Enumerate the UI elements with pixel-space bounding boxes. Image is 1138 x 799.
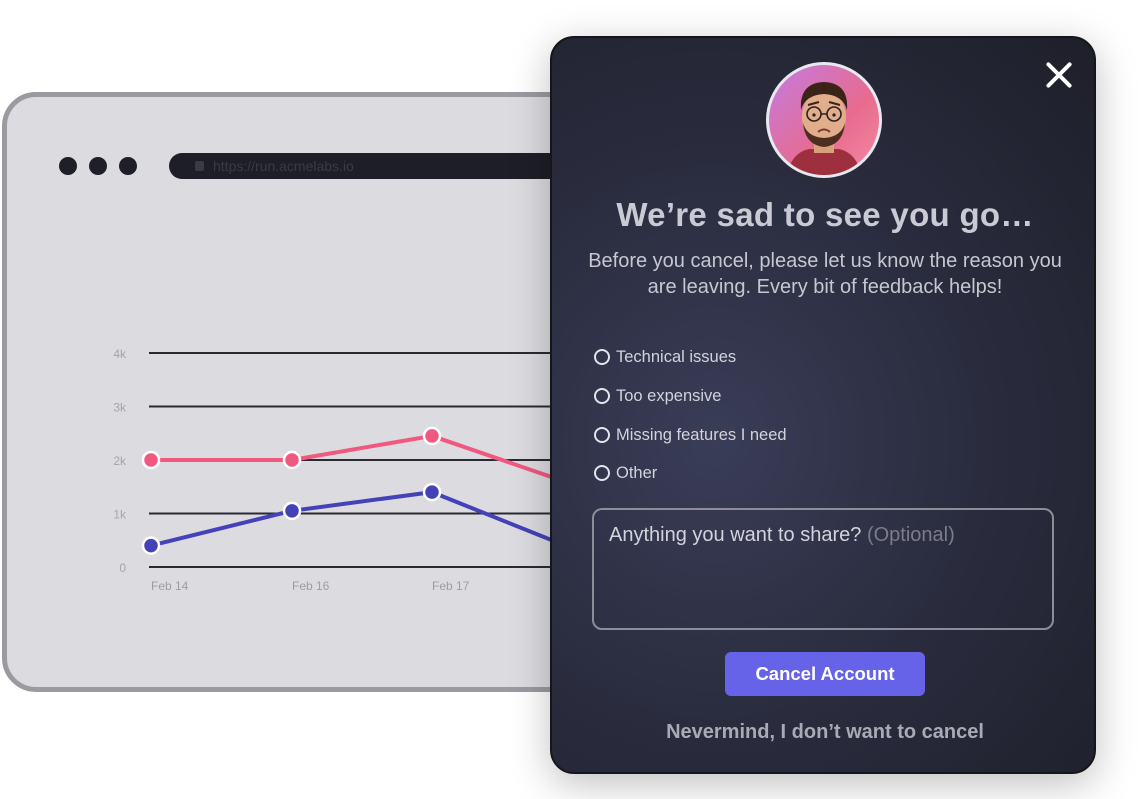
data-point <box>422 482 442 502</box>
data-point <box>282 501 302 521</box>
reason-option-technical[interactable]: Technical issues <box>594 338 787 376</box>
x-tick-label: Feb 17 <box>432 579 470 593</box>
radio-icon[interactable] <box>594 388 610 404</box>
reason-label: Too expensive <box>616 386 722 405</box>
series-line <box>151 433 573 486</box>
y-tick-label: 0 <box>119 561 126 575</box>
feedback-textarea[interactable]: Anything you want to share? (Optional) <box>592 508 1054 630</box>
window-dot <box>119 157 137 175</box>
cancel-account-button[interactable]: Cancel Account <box>725 652 925 696</box>
y-tick-label: 2k <box>113 454 127 468</box>
modal-title: We’re sad to see you go… <box>616 196 1034 233</box>
reason-option-features[interactable]: Missing features I need <box>594 416 787 454</box>
data-point <box>141 450 161 470</box>
window-controls <box>59 157 137 175</box>
reason-label: Missing features I need <box>616 425 787 444</box>
reason-label: Technical issues <box>616 347 737 366</box>
feedback-optional-hint: (Optional) <box>866 524 955 546</box>
y-tick-label: 4k <box>113 347 127 361</box>
nevermind-link[interactable]: Nevermind, I don’t want to cancel <box>666 721 984 743</box>
x-tick-label: Feb 16 <box>292 579 330 593</box>
reason-options: Technical issues Too expensive Missing f… <box>594 338 787 492</box>
y-tick-label: 1k <box>113 508 127 522</box>
data-point <box>282 450 302 470</box>
reason-option-other[interactable]: Other <box>594 454 787 492</box>
cancel-modal: We’re sad to see you go… Before you canc… <box>550 36 1096 774</box>
window-dot <box>89 157 107 175</box>
sad-face-portrait <box>787 82 861 175</box>
window-dot <box>59 157 77 175</box>
data-point <box>141 536 161 555</box>
address-url: https://run.acmelabs.io <box>213 158 354 174</box>
series-line <box>150 490 573 551</box>
reason-option-expensive[interactable]: Too expensive <box>594 376 787 416</box>
data-point <box>422 426 442 446</box>
x-tick-label: Feb 14 <box>151 579 189 593</box>
reason-label: Other <box>616 463 658 482</box>
radio-icon[interactable] <box>594 465 610 481</box>
y-tick-label: 3k <box>113 401 127 415</box>
modal-subtitle: Before you cancel, please let us know th… <box>588 250 1062 298</box>
radio-icon[interactable] <box>594 427 610 443</box>
avatar <box>766 62 882 178</box>
lock-icon <box>195 161 204 171</box>
close-icon[interactable] <box>1042 58 1076 92</box>
feedback-placeholder: Anything you want to share? <box>609 524 862 546</box>
radio-icon[interactable] <box>594 349 610 365</box>
